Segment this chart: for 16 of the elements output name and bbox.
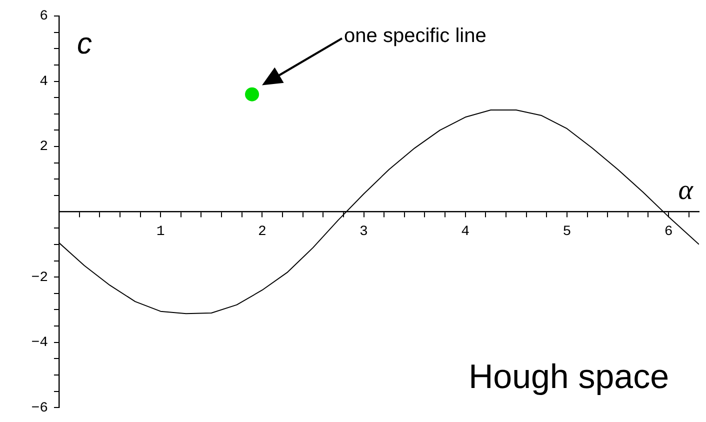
y-axis-title: c bbox=[77, 27, 92, 60]
y-tick-label: −4 bbox=[31, 335, 48, 352]
x-tick-label: 3 bbox=[360, 224, 368, 240]
y-tick-label: 2 bbox=[40, 139, 48, 156]
x-tick-label: 5 bbox=[562, 224, 572, 240]
x-tick-label: 2 bbox=[258, 224, 266, 240]
y-tick-label: −6 bbox=[31, 400, 48, 416]
x-tick-label: 4 bbox=[461, 224, 470, 240]
x-tick-label: 6 bbox=[664, 224, 673, 240]
y-tick-label: 6 bbox=[40, 8, 48, 25]
y-tick-label: −2 bbox=[31, 270, 48, 286]
y-tick-label: 4 bbox=[40, 74, 48, 90]
x-axis-title: α bbox=[678, 175, 694, 206]
annotation: one specific line bbox=[344, 24, 486, 47]
annotation: Hough space bbox=[468, 358, 669, 396]
x-tick-label: 1 bbox=[156, 224, 165, 240]
